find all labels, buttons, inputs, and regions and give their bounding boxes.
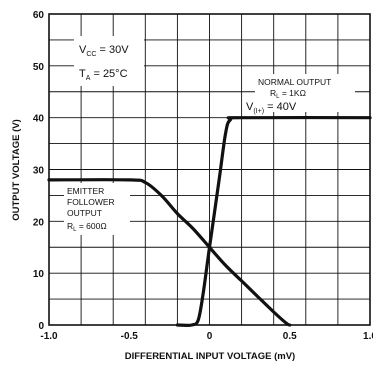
x-tick-label: -1.0 [40, 331, 58, 342]
ta-label: TA = 25°C [79, 68, 128, 82]
normal-output-line [175, 115, 372, 327]
emitter-rl: RL = 600Ω [67, 221, 107, 233]
y-tick-label: 60 [33, 10, 45, 21]
emitter-line-1: EMITTER [67, 186, 104, 196]
y-tick-label: 30 [33, 166, 45, 177]
emitter-line-3: OUTPUT [67, 208, 102, 218]
normal-output-title: NORMAL OUTPUT [258, 77, 331, 87]
series-group [47, 115, 372, 327]
emitter-line-2: FOLLOWER [67, 197, 115, 207]
y-tick-label: 0 [38, 321, 44, 332]
x-tick-label: 0.5 [283, 331, 297, 342]
vcc-label: VCC = 30V [79, 44, 129, 58]
y-tick-label: 20 [33, 217, 45, 228]
emitter-box [64, 183, 130, 235]
x-tick-label: 1.0 [363, 331, 373, 342]
plot-frame [48, 13, 371, 326]
emitter-follower-line [47, 178, 292, 327]
conditions-box [74, 36, 144, 86]
y-tick-label: 40 [33, 114, 45, 125]
y-tick-label: 50 [33, 62, 45, 73]
x-tick-label: 0 [207, 331, 213, 342]
tick-labels: -1.0 -0.5 0 0.5 1.0 0 10 20 30 40 50 60 [33, 10, 373, 342]
normal-output-rl: RL = 1KΩ [270, 88, 306, 100]
x-tick-label: -0.5 [121, 331, 139, 342]
normal-output-box [255, 74, 355, 112]
y-axis-label: OUTPUT VOLTAGE (V) [11, 119, 22, 221]
y-tick-label: 10 [33, 269, 45, 280]
x-axis-label: DIFFERENTIAL INPUT VOLTAGE (mV) [125, 351, 295, 362]
normal-output-vi: V(I+) = 40V [246, 101, 297, 115]
